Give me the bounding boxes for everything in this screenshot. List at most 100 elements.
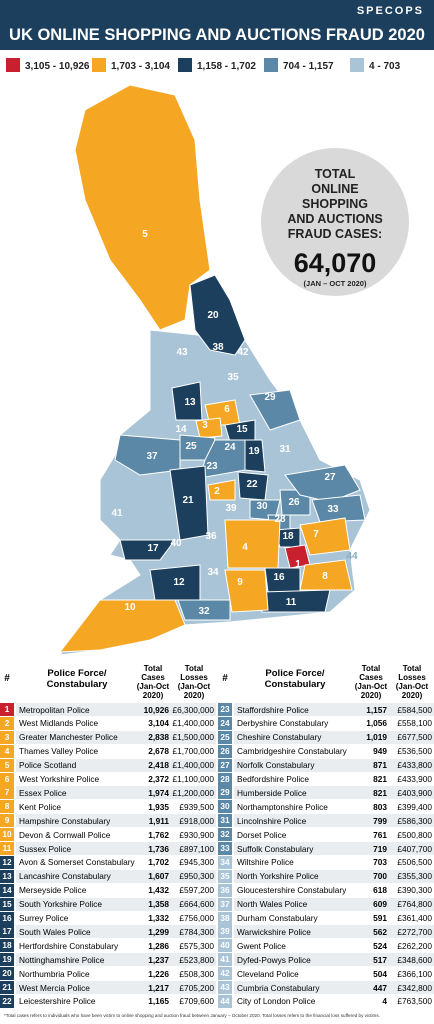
region-label: 35 xyxy=(227,372,239,383)
rank-cell: 13 xyxy=(0,869,14,883)
region-label: 34 xyxy=(207,567,219,578)
force-name: Norfolk Constabulary xyxy=(237,760,315,771)
rank-cell: 12 xyxy=(0,855,14,869)
row-background xyxy=(16,981,216,994)
row-background xyxy=(234,967,434,981)
rank-cell: 1 xyxy=(0,703,14,716)
legend-label: 3,105 - 10,926 xyxy=(25,61,90,72)
row-background xyxy=(16,869,216,883)
row-background xyxy=(234,953,434,967)
column-header: Police Force/ Constabulary xyxy=(264,668,326,690)
cases: 504 xyxy=(373,968,387,979)
losses: £1,500,000 xyxy=(172,732,214,743)
force-name: Northumbria Police xyxy=(19,968,90,979)
force-name: West Yorkshire Police xyxy=(19,774,100,784)
cases: 1,432 xyxy=(148,885,169,896)
column-header: # xyxy=(4,673,10,684)
header-bar xyxy=(0,0,434,50)
cases: 1,157 xyxy=(366,704,387,715)
force-name: Devon & Cornwall Police xyxy=(19,829,111,840)
rank-cell: 17 xyxy=(0,925,14,939)
force-name: Wiltshire Police xyxy=(237,857,294,868)
rank-cell: 30 xyxy=(218,800,232,814)
losses: £262,200 xyxy=(397,940,432,951)
cases: 799 xyxy=(373,815,387,826)
force-name: Lancashire Constabulary xyxy=(19,871,111,882)
cases: 1,237 xyxy=(148,954,169,965)
row-background xyxy=(234,703,434,716)
force-name: Leicestershire Police xyxy=(19,996,96,1007)
column-header: Total Losses (Jan-Oct 2020) xyxy=(395,664,429,700)
losses: £433,900 xyxy=(397,774,432,784)
rank-cell: 38 xyxy=(218,911,232,925)
losses: £1,100,000 xyxy=(172,774,214,784)
cases: 1,019 xyxy=(366,732,387,743)
row-background xyxy=(16,855,216,869)
force-name: Durham Constabulary xyxy=(237,913,318,923)
rank-cell: 21 xyxy=(0,981,14,994)
row-background xyxy=(16,939,216,953)
cases: 517 xyxy=(373,954,387,965)
force-name: North Yorkshire Police xyxy=(237,871,319,882)
cases: 1,935 xyxy=(148,801,169,812)
cases: 949 xyxy=(373,746,387,757)
region-label: 32 xyxy=(198,606,210,617)
rank-cell: 31 xyxy=(218,814,232,828)
losses: £1,700,000 xyxy=(172,746,214,757)
cases: 3,104 xyxy=(148,718,169,729)
region-label: 8 xyxy=(322,571,328,582)
rank-cell: 3 xyxy=(0,730,14,744)
rank-cell: 22 xyxy=(0,994,14,1008)
row-background xyxy=(16,800,216,814)
cases: 1,299 xyxy=(148,926,169,937)
row-background xyxy=(234,772,434,786)
cases: 803 xyxy=(373,801,387,812)
rank-cell: 23 xyxy=(218,703,232,716)
force-name: West Midlands Police xyxy=(19,718,99,729)
row-background xyxy=(234,939,434,953)
losses: £709,600 xyxy=(179,996,214,1007)
region-label: 9 xyxy=(237,577,243,588)
cases: 618 xyxy=(373,885,387,896)
cases: 2,418 xyxy=(148,760,169,771)
cases: 1,056 xyxy=(366,718,387,729)
cases: 871 xyxy=(373,760,387,771)
losses: £348,600 xyxy=(397,954,432,965)
losses: £705,200 xyxy=(179,982,214,993)
callout-text: AND AUCTIONS xyxy=(287,212,382,226)
rank-cell: 42 xyxy=(218,967,232,981)
losses: £390,300 xyxy=(397,885,432,896)
rank-cell: 44 xyxy=(218,994,232,1008)
column-header: Total Cases (Jan-Oct 2020) xyxy=(136,664,170,700)
force-name: South Yorkshire Police xyxy=(19,899,103,910)
row-background xyxy=(16,828,216,842)
losses: £500,800 xyxy=(397,829,432,840)
cases: 703 xyxy=(373,857,387,868)
force-name: Staffordshire Police xyxy=(237,704,309,715)
legend-label: 4 - 703 xyxy=(369,61,401,72)
force-name: Metropolitan Police xyxy=(19,704,90,715)
row-background xyxy=(234,716,434,730)
force-name: Avon & Somerset Constabulary xyxy=(19,857,135,868)
losses: £586,300 xyxy=(397,815,432,826)
cases: 1,286 xyxy=(148,940,169,951)
row-background xyxy=(16,911,216,925)
force-name: Surrey Police xyxy=(19,913,69,923)
callout-text: FRAUD CASES: xyxy=(288,227,382,241)
force-name: Lincolnshire Police xyxy=(237,815,307,826)
cases: 821 xyxy=(373,787,387,798)
region-label: 1 xyxy=(295,559,301,570)
row-background xyxy=(234,828,434,842)
rank-cell: 28 xyxy=(218,772,232,786)
rank-cell: 16 xyxy=(0,911,14,925)
losses: £918,000 xyxy=(179,815,214,826)
row-background xyxy=(16,703,216,716)
row-background xyxy=(16,814,216,828)
legend-swatch xyxy=(264,58,278,72)
callout-period: (JAN – OCT 2020) xyxy=(304,279,367,288)
row-background xyxy=(16,772,216,786)
column-header: Police Force/ Constabulary xyxy=(46,668,108,690)
rank-cell: 5 xyxy=(0,758,14,772)
row-background xyxy=(234,842,434,855)
losses: £433,800 xyxy=(397,760,432,771)
